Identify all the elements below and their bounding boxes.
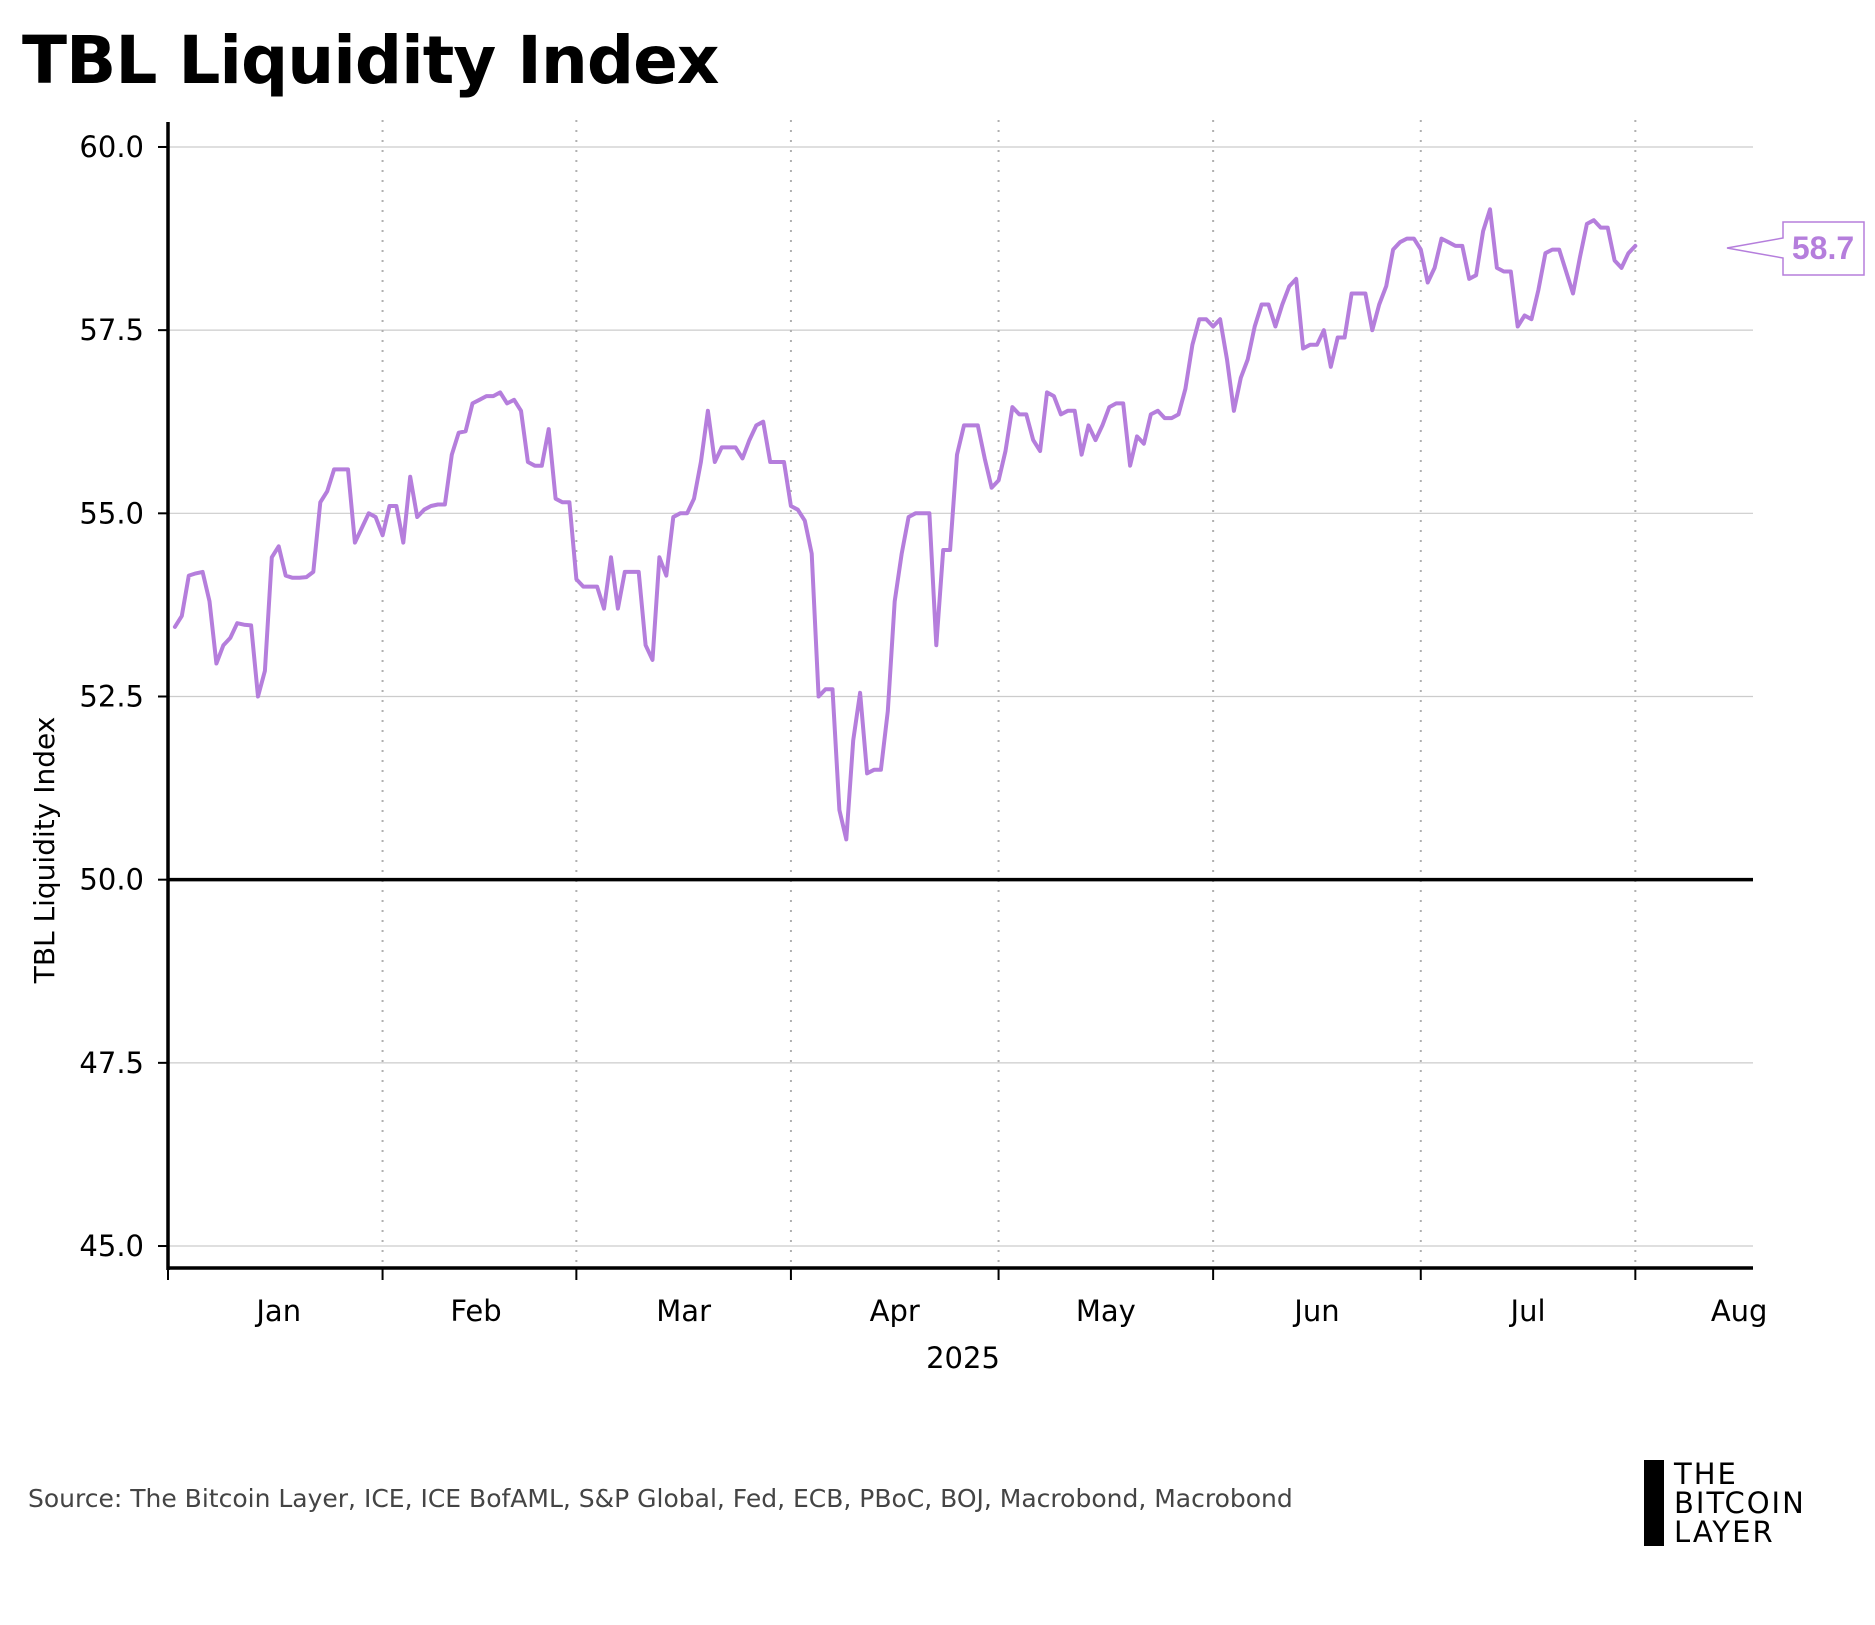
x-tick-label: Feb — [450, 1294, 501, 1328]
logo-line-2: BITCOIN — [1674, 1486, 1806, 1520]
x-tick-label: Mar — [656, 1294, 711, 1328]
y-tick-label: 45.0 — [79, 1229, 144, 1263]
series-line — [172, 207, 1638, 842]
last-value-callout: 58.7 — [1726, 221, 1865, 276]
logo-line-3: LAYER — [1674, 1515, 1775, 1549]
x-tick-label: Jul — [1509, 1294, 1546, 1328]
month-grid-lines — [381, 120, 1637, 1268]
y-tick-label: 57.5 — [79, 313, 144, 347]
x-tick-label: May — [1076, 1294, 1136, 1328]
y-tick-label: 55.0 — [79, 496, 144, 530]
x-axis-ticks: Jan Feb Mar Apr May Jun Jul Aug — [167, 1268, 1768, 1328]
logo-bar — [1644, 1460, 1664, 1546]
y-tick-label: 52.5 — [79, 680, 144, 714]
y-tick-label: 47.5 — [79, 1046, 144, 1080]
y-tick-label: 60.0 — [79, 130, 144, 164]
x-tick-label: Aug — [1711, 1294, 1768, 1328]
the-bitcoin-layer-logo: THE BITCOIN LAYER — [1644, 1457, 1854, 1549]
y-axis-ticks: 45.0 47.5 50.0 52.5 55.0 57.5 60.0 — [79, 130, 168, 1263]
source-note: Source: The Bitcoin Layer, ICE, ICE BofA… — [28, 1484, 1293, 1513]
y-axis-title: TBL Liquidity Index — [28, 717, 61, 985]
last-value-callout-box — [1726, 221, 1865, 276]
last-value-label: 58.7 — [1792, 230, 1854, 266]
x-tick-label: Jun — [1292, 1294, 1339, 1328]
y-tick-label: 50.0 — [79, 863, 144, 897]
logo-line-1: THE — [1674, 1457, 1738, 1491]
series-layer — [172, 207, 1638, 842]
x-tick-label: Jan — [254, 1294, 301, 1328]
x-tick-label: Apr — [870, 1294, 920, 1328]
chart-title: TBL Liquidity Index — [22, 22, 719, 99]
x-axis-title: 2025 — [926, 1341, 1000, 1375]
